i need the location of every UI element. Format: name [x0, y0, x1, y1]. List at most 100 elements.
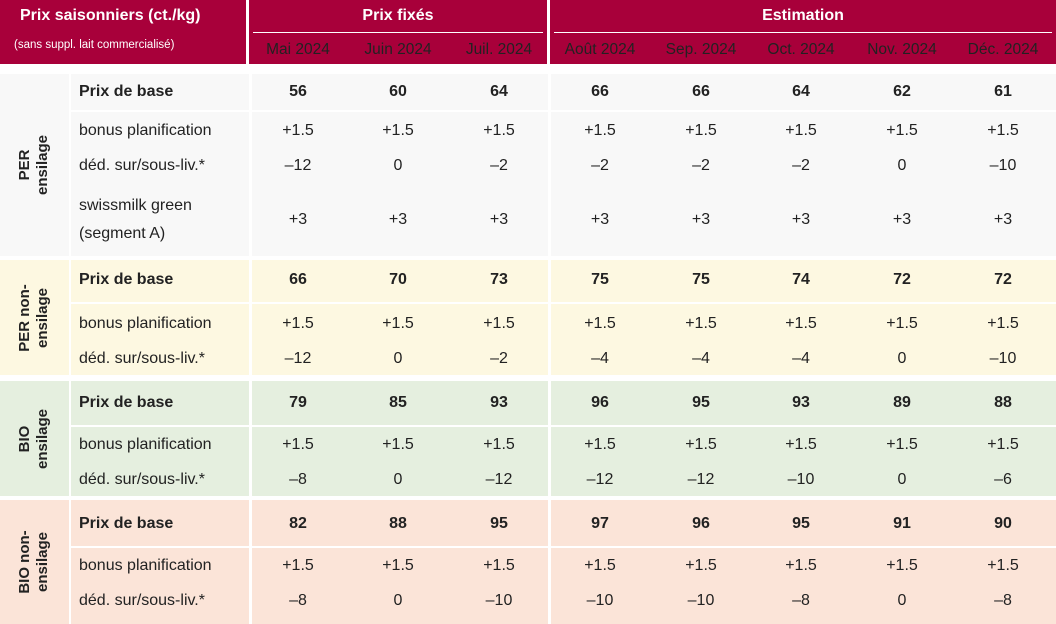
- table-subtitle: (sans suppl. lait commercialisé): [14, 39, 175, 51]
- price-cell: 0: [897, 592, 907, 609]
- price-cell: 0: [897, 350, 907, 367]
- price-cell: +1.5: [382, 122, 414, 139]
- price-cell: +1.5: [282, 122, 314, 139]
- category-label-line2: ensilage: [34, 134, 51, 196]
- row-label: déd. sur/sous-liv.*: [79, 350, 205, 367]
- price-cell: 66: [289, 271, 307, 288]
- row-label: bonus planification: [79, 436, 212, 453]
- row-group: [0, 381, 1056, 496]
- price-cell: +1.5: [483, 557, 515, 574]
- price-cell: –10: [485, 592, 513, 609]
- price-cell: –10: [586, 592, 614, 609]
- group-estimate-label: Estimation: [762, 7, 844, 24]
- price-cell: –4: [792, 350, 810, 367]
- category-label-line1: BIO non-: [16, 530, 33, 594]
- row-label: déd. sur/sous-liv.*: [79, 157, 205, 174]
- month-header: Juin 2024: [364, 41, 432, 58]
- column-divider: [548, 500, 551, 624]
- category-label-line2: ensilage: [34, 531, 51, 593]
- price-cell: +3: [590, 211, 610, 228]
- category-label-line1: PER: [16, 149, 33, 181]
- price-cell: 97: [591, 515, 609, 532]
- price-cell: –2: [591, 157, 609, 174]
- category-label-line1: BIO: [16, 425, 33, 452]
- price-cell: 0: [393, 592, 403, 609]
- price-cell: –8: [994, 592, 1012, 609]
- row-label: swissmilk green: [79, 197, 192, 214]
- price-cell: 56: [289, 83, 307, 100]
- price-cell: +3: [489, 211, 509, 228]
- price-cell: +1.5: [382, 436, 414, 453]
- price-cell: 96: [591, 394, 609, 411]
- column-divider: [69, 74, 71, 256]
- column-divider: [548, 381, 551, 496]
- price-cell: –12: [284, 350, 312, 367]
- price-cell: –8: [289, 471, 307, 488]
- category-label: BIO non-ensilage: [16, 530, 52, 593]
- price-cell: +1.5: [584, 557, 616, 574]
- row-label: déd. sur/sous-liv.*: [79, 592, 205, 609]
- price-cell: 73: [490, 271, 508, 288]
- price-cell: +1.5: [886, 122, 918, 139]
- price-cell: 85: [389, 394, 407, 411]
- price-cell: +1.5: [987, 557, 1019, 574]
- column-divider: [69, 260, 71, 375]
- price-cell: +1.5: [785, 315, 817, 332]
- price-cell: +1.5: [886, 436, 918, 453]
- price-cell: –12: [485, 471, 513, 488]
- category-cell: BIO ensilage: [0, 381, 68, 496]
- price-cell: 64: [490, 83, 508, 100]
- price-cell: +1.5: [282, 436, 314, 453]
- column-divider: [548, 260, 551, 375]
- row-group: [0, 74, 1056, 256]
- price-cell: +1.5: [886, 557, 918, 574]
- price-cell: –12: [284, 157, 312, 174]
- row-label-base-price: Prix de base: [79, 83, 174, 100]
- price-cell: 75: [591, 271, 609, 288]
- price-cell: 64: [792, 83, 810, 100]
- month-header: Oct. 2024: [767, 41, 835, 58]
- price-cell: 0: [897, 471, 907, 488]
- price-cell: 82: [289, 515, 307, 532]
- category-label-line2: ensilage: [34, 287, 51, 348]
- row-label: déd. sur/sous-liv.*: [79, 471, 205, 488]
- price-cell: 66: [591, 83, 609, 100]
- row-group: [0, 500, 1056, 624]
- price-cell: +1.5: [685, 557, 717, 574]
- price-cell: 89: [893, 394, 911, 411]
- price-cell: 93: [792, 394, 810, 411]
- row-divider: [69, 302, 1056, 304]
- column-divider: [249, 74, 252, 256]
- price-cell: +1.5: [584, 436, 616, 453]
- price-cell: 0: [393, 471, 403, 488]
- column-divider: [249, 500, 252, 624]
- price-cell: +1.5: [584, 315, 616, 332]
- header-estimate-group: Estimation: [550, 0, 1056, 64]
- price-cell: 75: [692, 271, 710, 288]
- price-cell: –4: [591, 350, 609, 367]
- price-cell: 79: [289, 394, 307, 411]
- header-fixed-group: Prix fixés: [249, 0, 547, 64]
- row-divider: [69, 546, 1056, 548]
- row-label-base-price: Prix de base: [79, 394, 174, 411]
- row-label: (segment A): [79, 225, 166, 242]
- price-cell: +1.5: [685, 315, 717, 332]
- month-header: Mai 2024: [266, 41, 330, 58]
- category-cell: PER non-ensilage: [0, 260, 68, 375]
- price-cell: 70: [389, 271, 407, 288]
- row-label: bonus planification: [79, 557, 212, 574]
- price-cell: 95: [692, 394, 710, 411]
- price-cell: –2: [490, 350, 508, 367]
- price-cell: 61: [994, 83, 1012, 100]
- row-label: bonus planification: [79, 122, 212, 139]
- price-cell: +1.5: [483, 315, 515, 332]
- price-cell: +1.5: [785, 436, 817, 453]
- price-cell: 72: [893, 271, 911, 288]
- category-label: BIO ensilage: [16, 408, 52, 468]
- column-divider: [249, 260, 252, 375]
- group-fixed-label: Prix fixés: [362, 7, 434, 24]
- price-cell: +1.5: [282, 315, 314, 332]
- price-cell: +3: [388, 211, 408, 228]
- price-cell: +1.5: [785, 122, 817, 139]
- price-cell: 72: [994, 271, 1012, 288]
